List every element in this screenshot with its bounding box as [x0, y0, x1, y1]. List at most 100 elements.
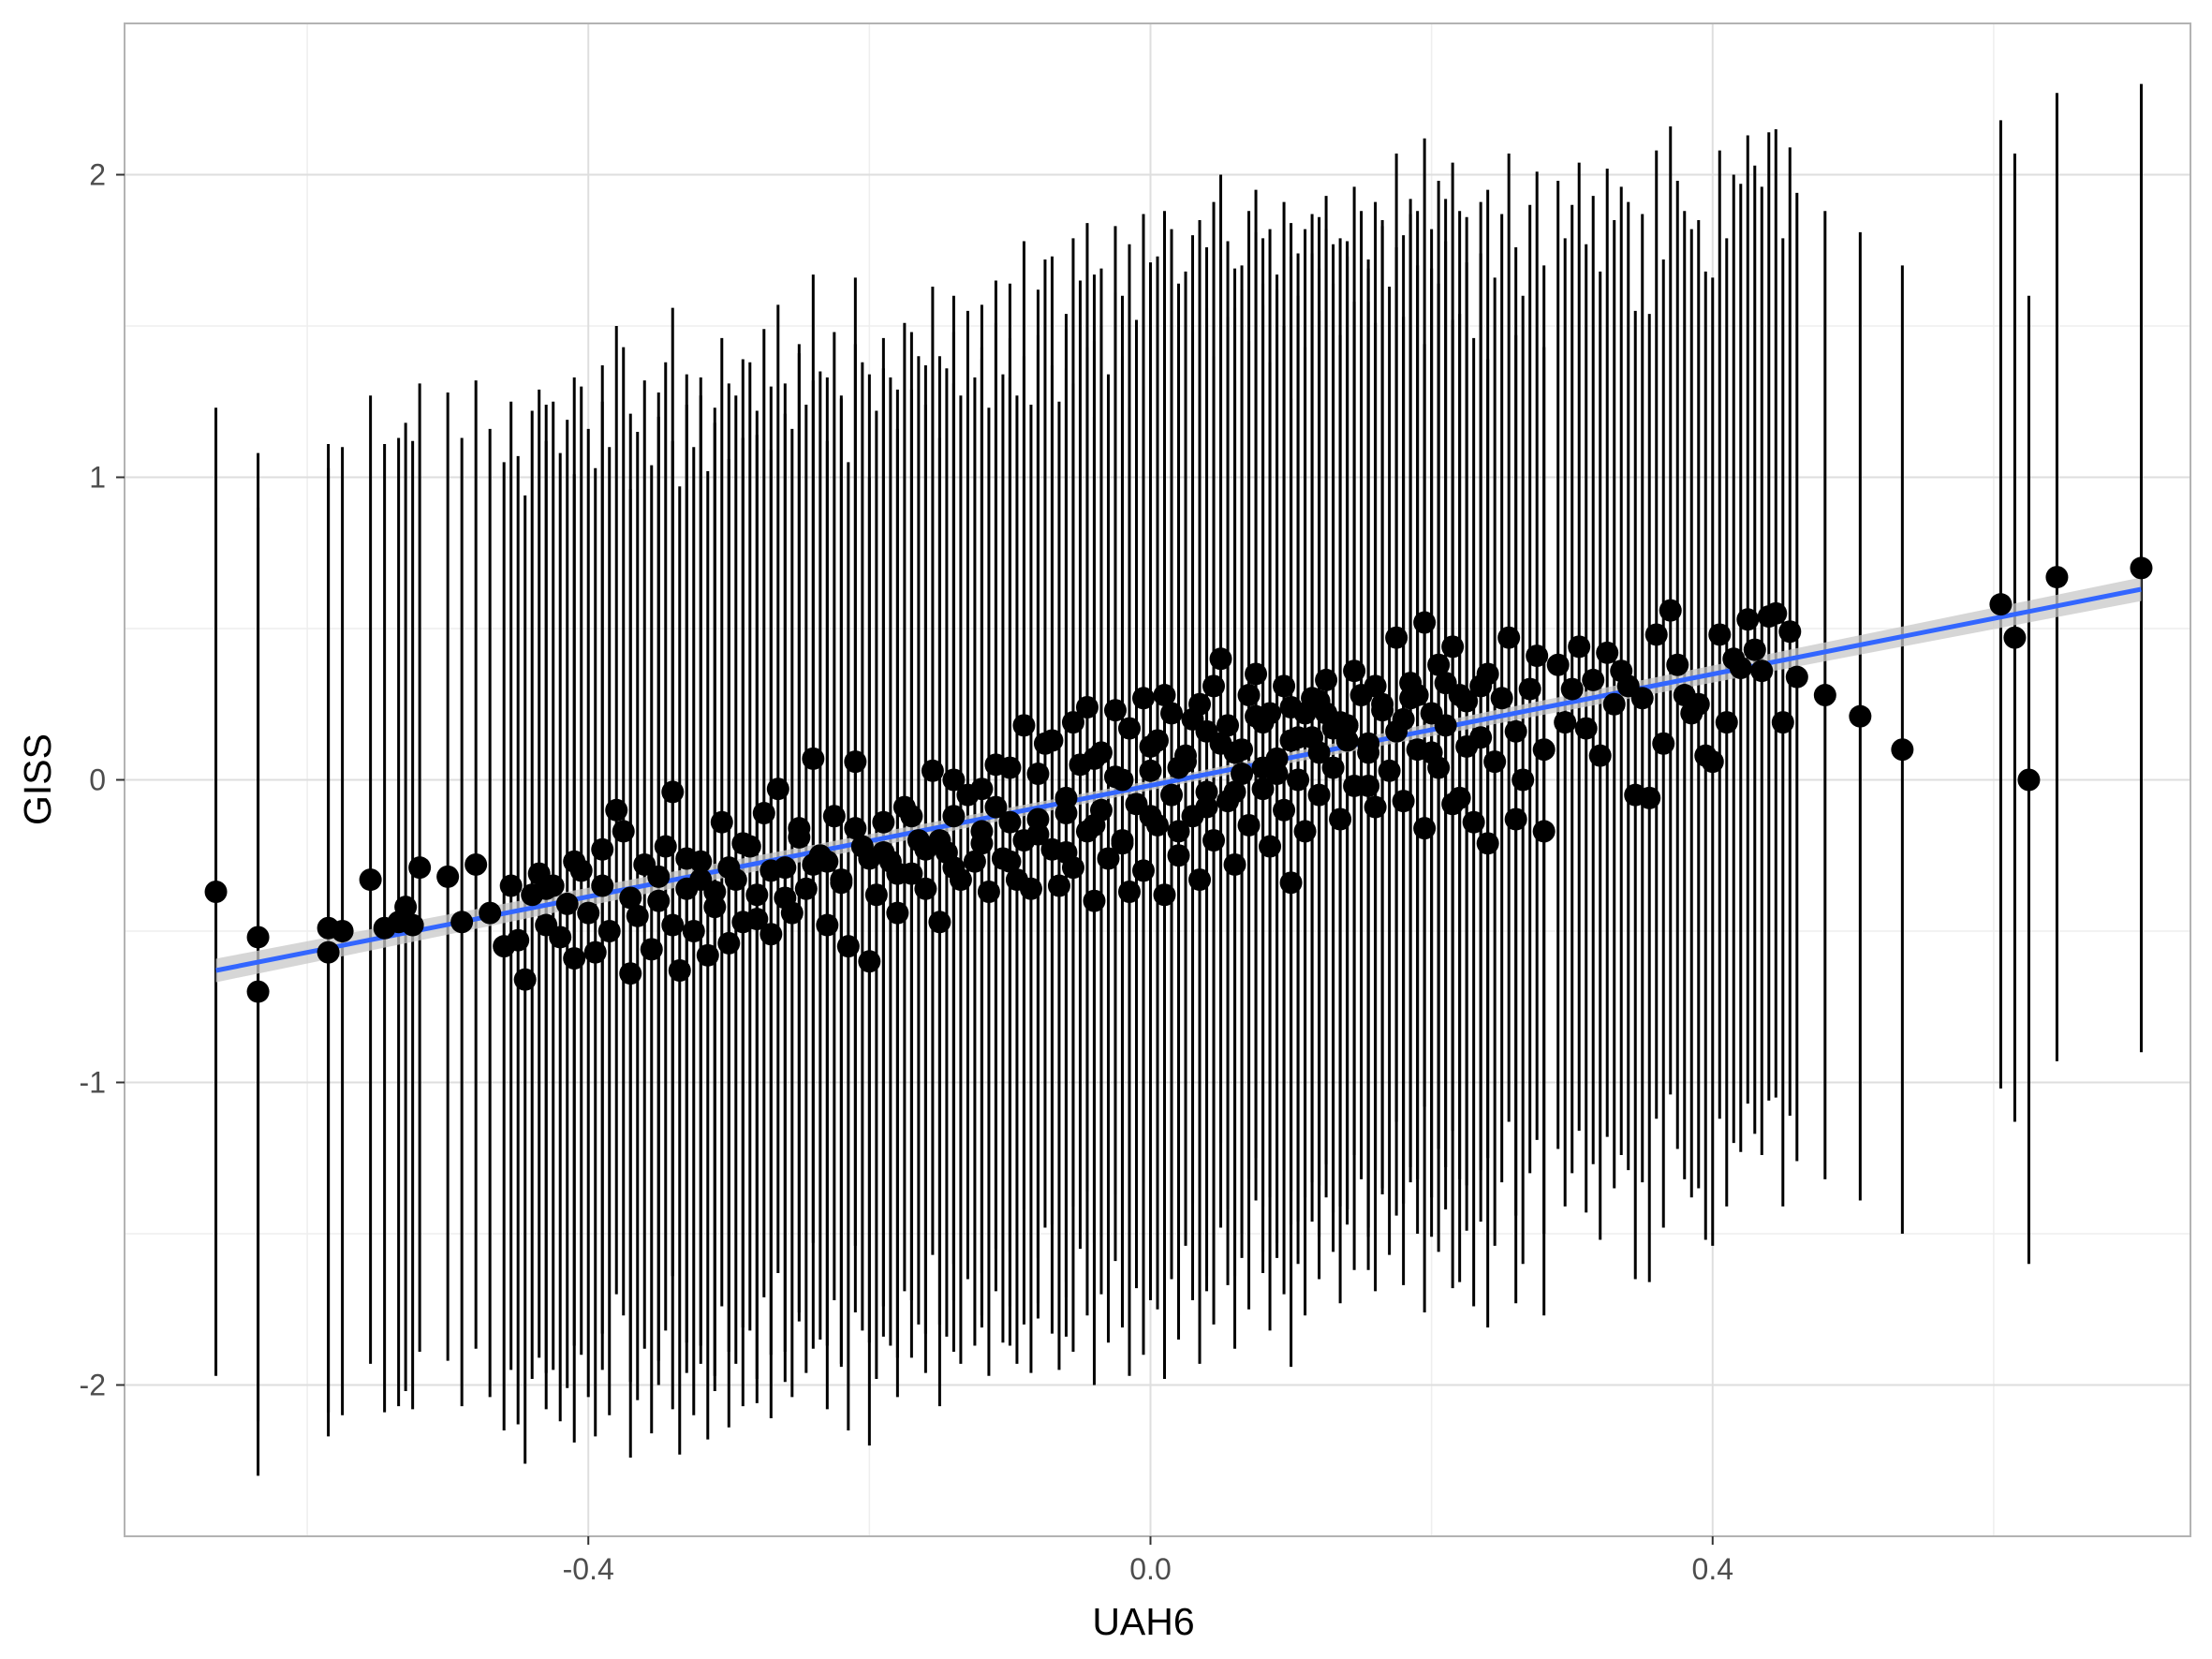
data-point: [1476, 832, 1499, 855]
data-point: [1167, 844, 1190, 867]
data-point: [1554, 711, 1577, 734]
data-point: [1771, 711, 1794, 734]
data-point: [1026, 822, 1050, 846]
data-point: [984, 795, 1008, 819]
data-point: [1237, 684, 1261, 707]
data-point: [401, 913, 424, 937]
x-tick-label: -0.4: [563, 1552, 614, 1586]
data-point: [1378, 759, 1401, 782]
data-point: [984, 753, 1008, 777]
data-point: [507, 928, 530, 952]
x-axis-title: UAH6: [1092, 1600, 1194, 1643]
data-point: [802, 747, 825, 770]
data-point: [2130, 556, 2153, 580]
data-point: [1188, 868, 1212, 892]
data-point: [499, 874, 523, 897]
y-tick-label: -2: [80, 1369, 106, 1402]
data-point: [1652, 732, 1675, 755]
data-point: [626, 904, 649, 927]
data-point: [1483, 750, 1507, 774]
data-point: [900, 805, 923, 828]
data-point: [710, 810, 733, 834]
data-point: [1518, 677, 1541, 701]
data-point: [1392, 707, 1415, 731]
data-point: [654, 835, 677, 858]
data-point: [1026, 763, 1050, 786]
data-point: [2003, 626, 2027, 649]
data-point: [1371, 692, 1394, 716]
data-point: [1385, 626, 1408, 649]
data-point: [2017, 768, 2041, 792]
data-point: [1245, 662, 1268, 686]
data-point: [1504, 807, 1527, 831]
data-point: [816, 850, 839, 873]
data-point: [745, 883, 769, 907]
data-point: [1778, 620, 1802, 644]
data-point: [731, 832, 755, 855]
data-point: [1209, 647, 1232, 671]
data-point: [1785, 665, 1808, 689]
data-point: [942, 805, 966, 828]
data-point: [886, 862, 909, 885]
data-point: [647, 889, 671, 912]
data-point: [942, 768, 966, 792]
data-point: [872, 841, 895, 865]
data-point: [1462, 810, 1485, 834]
data-point: [836, 935, 860, 958]
data-point: [1259, 835, 1282, 858]
data-point: [1111, 768, 1134, 792]
data-point: [1307, 783, 1331, 807]
data-point: [1392, 790, 1415, 813]
data-point: [1343, 659, 1366, 683]
data-point: [928, 829, 951, 852]
data-point: [766, 778, 789, 801]
data-point: [1307, 741, 1331, 764]
data-point: [647, 865, 671, 888]
data-point: [752, 802, 775, 825]
data-point: [1083, 747, 1106, 770]
data-point: [1715, 711, 1738, 734]
data-point: [822, 805, 846, 828]
data-point: [844, 750, 867, 774]
data-point: [563, 947, 586, 970]
data-point: [998, 810, 1022, 834]
data-point: [1054, 841, 1078, 865]
data-point: [1568, 635, 1591, 659]
y-tick-label: 0: [89, 763, 106, 797]
data-point: [1490, 687, 1513, 710]
data-point: [436, 865, 460, 888]
data-point: [1813, 684, 1836, 707]
data-point: [535, 877, 558, 900]
data-point: [1061, 711, 1084, 734]
data-point: [872, 810, 895, 834]
data-point: [612, 820, 635, 843]
data-point: [1181, 707, 1204, 731]
data-point: [914, 877, 937, 900]
data-point: [1729, 656, 1752, 679]
data-point: [583, 941, 607, 964]
data-point: [1532, 738, 1556, 762]
data-point: [563, 850, 586, 873]
data-point: [1231, 763, 1254, 786]
data-point: [1273, 798, 1296, 822]
data-point: [717, 931, 741, 955]
data-point: [619, 886, 642, 910]
data-point: [1202, 674, 1226, 698]
data-point: [1434, 714, 1457, 737]
data-point: [864, 883, 888, 907]
data-point: [1160, 783, 1184, 807]
data-point: [970, 778, 994, 801]
data-point: [591, 874, 614, 897]
data-point: [1083, 889, 1106, 912]
data-point: [1644, 623, 1668, 646]
data-point: [1582, 668, 1605, 691]
data-point: [816, 913, 839, 937]
data-points: [204, 556, 2153, 1003]
data-point: [1630, 687, 1654, 710]
data-point: [605, 798, 628, 822]
data-point: [1251, 711, 1275, 734]
data-point: [1251, 756, 1275, 779]
data-point: [2045, 566, 2069, 589]
data-point: [1293, 820, 1317, 843]
